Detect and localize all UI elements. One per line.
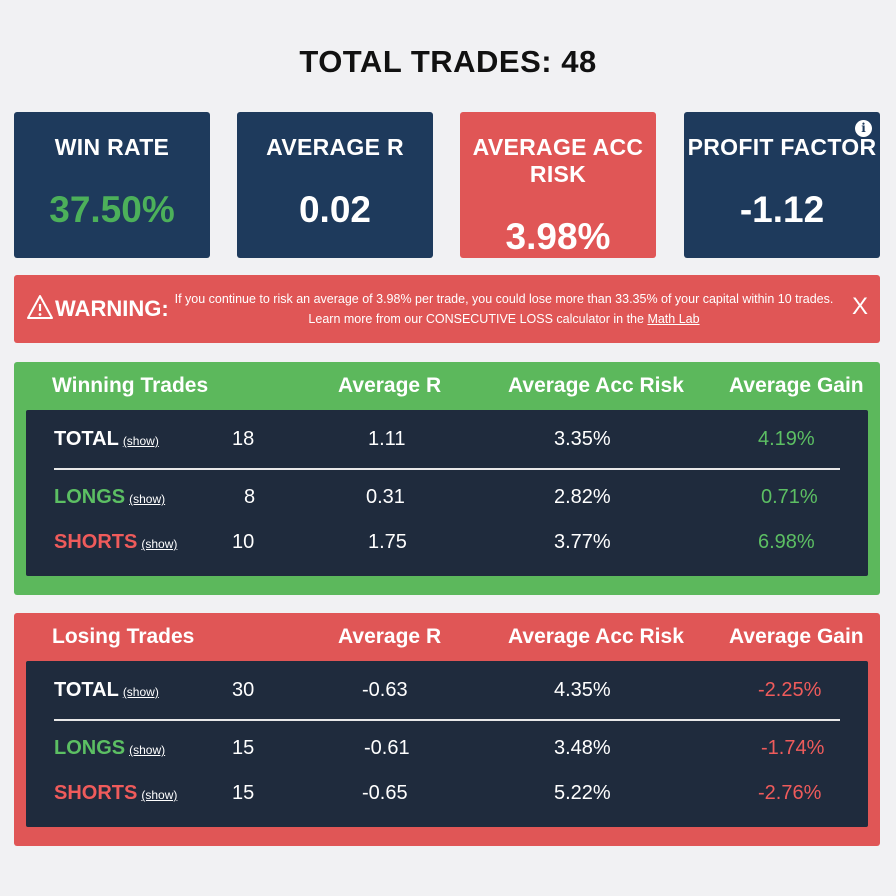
losing-trades-table: TOTAL (show) 30 -0.63 4.35% -2.25% LONGS(… [26, 661, 868, 827]
show-link[interactable]: (show) [122, 434, 159, 448]
row-label: LONGS (show) [54, 486, 165, 509]
total-trades-title: TOTAL TRADES: 48 [299, 44, 597, 79]
table-row: TOTAL (show) 30 -0.63 4.35% -2.25% [26, 679, 868, 709]
row-label: LONGS (show) [54, 737, 165, 760]
warning-label: WARNING: [55, 296, 169, 321]
row-average-gain: 0.71% [761, 486, 818, 508]
average-acc-risk-card: AVERAGE ACC RISK 3.98% [460, 112, 656, 258]
show-link[interactable]: (show) [141, 537, 178, 551]
profit-factor-label: PROFIT FACTOR [687, 134, 877, 160]
winning-trades-title: Winning Trades [52, 374, 209, 397]
losing-col-average-gain: Average Gain [729, 625, 864, 648]
winning-trades-header: Winning Trades Average R Average Acc Ris… [14, 362, 880, 408]
profit-factor-card: i PROFIT FACTOR -1.12 [684, 112, 880, 258]
row-count: 10 [232, 531, 255, 553]
row-count: 18 [232, 428, 255, 450]
warning-line-1: If you continue to risk an average of 3.… [174, 292, 834, 306]
info-icon[interactable]: i [855, 120, 872, 137]
table-row: LONGS (show) 8 0.31 2.82% 0.71% [26, 486, 868, 516]
average-r-value: 0.02 [298, 189, 371, 230]
row-label-text: LONGS [54, 737, 126, 759]
row-average-acc-risk: 3.48% [554, 737, 611, 759]
average-r-card: AVERAGE R 0.02 [237, 112, 433, 258]
row-average-acc-risk: 2.82% [554, 486, 611, 508]
row-average-acc-risk: 4.35% [554, 679, 611, 701]
winning-col-average-acc-risk: Average Acc Risk [508, 374, 684, 397]
losing-col-average-r: Average R [338, 625, 442, 648]
row-average-gain: -2.25% [758, 679, 822, 701]
row-count: 8 [244, 486, 256, 508]
row-label: SHORTS (show) [54, 531, 177, 554]
show-link[interactable]: (show) [129, 743, 166, 757]
row-average-acc-risk: 5.22% [554, 782, 611, 804]
win-rate-card: WIN RATE 37.50% [14, 112, 210, 258]
row-average-gain: 4.19% [758, 428, 815, 450]
table-divider [54, 468, 840, 470]
row-label: TOTAL (show) [54, 679, 159, 702]
row-label: SHORTS (show) [54, 782, 177, 805]
row-average-r: 0.31 [366, 486, 405, 508]
stats-cards: WIN RATE 37.50% AVERAGE R 0.02 AVERAGE A… [14, 112, 880, 258]
winning-trades-table: TOTAL (show) 18 1.11 3.35% 4.19% LONGS (sh… [26, 410, 868, 576]
losing-col-average-acc-risk: Average Acc Risk [508, 625, 684, 648]
row-average-r: -0.65 [362, 782, 408, 804]
losing-trades-panel: Losing Trades Average R Average Acc Risk… [14, 613, 880, 846]
table-row: SHORTS (show) 15 -0.65 5.22% -2.76% [26, 782, 868, 812]
show-link[interactable]: (show) [141, 788, 178, 802]
average-r-label: AVERAGE R [266, 134, 404, 160]
losing-trades-header: Losing Trades Average R Average Acc Risk… [14, 613, 880, 659]
row-average-r: 1.11 [368, 428, 406, 450]
row-label-text: SHORTS [54, 782, 138, 804]
row-label-text: TOTAL [54, 428, 119, 450]
profit-factor-value: -1.12 [739, 189, 825, 230]
show-link[interactable]: (show) [129, 492, 166, 506]
show-link[interactable]: (show) [122, 685, 159, 699]
row-label-text: LONGS [54, 486, 126, 508]
row-average-gain: -2.76% [758, 782, 822, 804]
row-label: TOTAL (show) [54, 428, 159, 451]
table-divider [54, 719, 840, 721]
table-row: SHORTS (show) 10 1.75 3.77% 6.98% [26, 531, 868, 561]
losing-trades-title: Losing Trades [52, 625, 195, 648]
warning-triangle-icon [27, 295, 53, 319]
row-label-text: TOTAL [54, 679, 119, 701]
win-rate-value: 37.50% [49, 189, 175, 230]
row-count: 15 [232, 782, 255, 804]
row-average-gain: -1.74% [761, 737, 825, 759]
winning-col-average-gain: Average Gain [729, 374, 864, 397]
row-label-text: SHORTS [54, 531, 138, 553]
row-average-gain: 6.98% [758, 531, 815, 553]
row-count: 30 [232, 679, 255, 701]
win-rate-label: WIN RATE [54, 134, 170, 160]
warning-line-2: Learn more from our CONSECUTIVE LOSS cal… [164, 309, 844, 329]
math-lab-link[interactable]: Math Lab [647, 312, 700, 326]
winning-trades-panel: Winning Trades Average R Average Acc Ris… [14, 362, 880, 595]
row-average-r: 1.75 [368, 531, 407, 553]
row-count: 15 [232, 737, 255, 759]
average-acc-risk-label: AVERAGE ACC RISK [472, 134, 644, 187]
row-average-r: -0.61 [364, 737, 410, 759]
table-row: TOTAL (show) 18 1.11 3.35% 4.19% [26, 428, 868, 458]
warning-message: If you continue to risk an average of 3.… [164, 289, 844, 329]
warning-line-2-text: Learn more from our CONSECUTIVE LOSS cal… [308, 312, 648, 326]
row-average-acc-risk: 3.35% [554, 428, 611, 450]
close-icon[interactable]: X [851, 293, 868, 320]
row-average-r: -0.63 [362, 679, 408, 701]
average-acc-risk-value: 3.98% [505, 216, 611, 257]
table-row: LONGS (show) 15 -0.61 3.48% -1.74% [26, 737, 868, 767]
winning-col-average-r: Average R [338, 374, 442, 397]
row-average-acc-risk: 3.77% [554, 531, 611, 553]
warning-banner: WARNING: If you continue to risk an aver… [14, 275, 880, 343]
